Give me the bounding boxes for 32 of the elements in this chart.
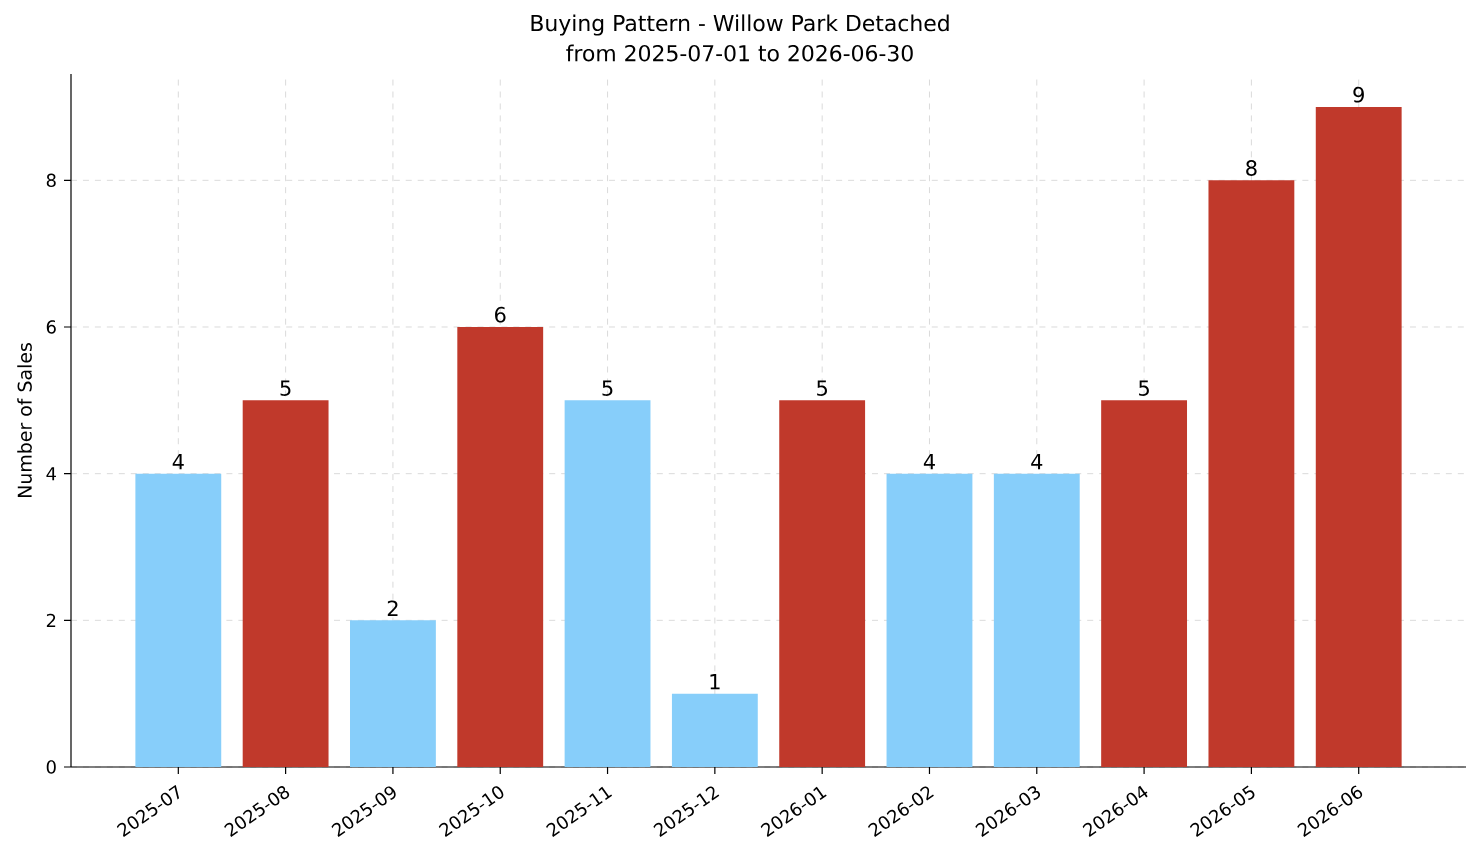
y-tick-label: 2 <box>46 613 56 627</box>
data-label: 5 <box>817 380 827 396</box>
data-label: 5 <box>602 380 613 396</box>
y-tick-label: 0 <box>46 760 56 774</box>
bar <box>350 620 436 767</box>
data-label: 6 <box>495 306 506 323</box>
y-axis-title: Number of Sales <box>17 343 32 497</box>
bar <box>671 693 758 767</box>
y-tick-label: 4 <box>46 467 56 481</box>
data-label: 8 <box>1246 160 1257 176</box>
y-tick-label: 8 <box>46 173 56 188</box>
bar <box>1315 106 1402 767</box>
data-label: 2 <box>387 600 398 616</box>
chart-title: Buying Pattern - Willow Park Detached <box>531 14 949 36</box>
bar <box>1208 180 1295 767</box>
bar <box>886 473 973 767</box>
chart-subtitle: from 2025-07-01 to 2026-06-30 <box>566 44 913 62</box>
data-label: 4 <box>172 454 184 470</box>
bar <box>779 400 866 767</box>
bar <box>564 400 651 767</box>
bar <box>457 326 544 767</box>
data-label: 1 <box>710 674 720 690</box>
bar <box>242 400 329 767</box>
data-label: 5 <box>1139 380 1149 396</box>
data-label: 4 <box>1031 454 1043 470</box>
bar <box>135 473 222 767</box>
data-label: 4 <box>923 454 935 470</box>
bar <box>1101 400 1188 767</box>
y-tick-label: 6 <box>46 320 56 334</box>
bar <box>993 473 1080 767</box>
data-label: 9 <box>1353 86 1364 103</box>
data-label: 5 <box>280 380 291 396</box>
